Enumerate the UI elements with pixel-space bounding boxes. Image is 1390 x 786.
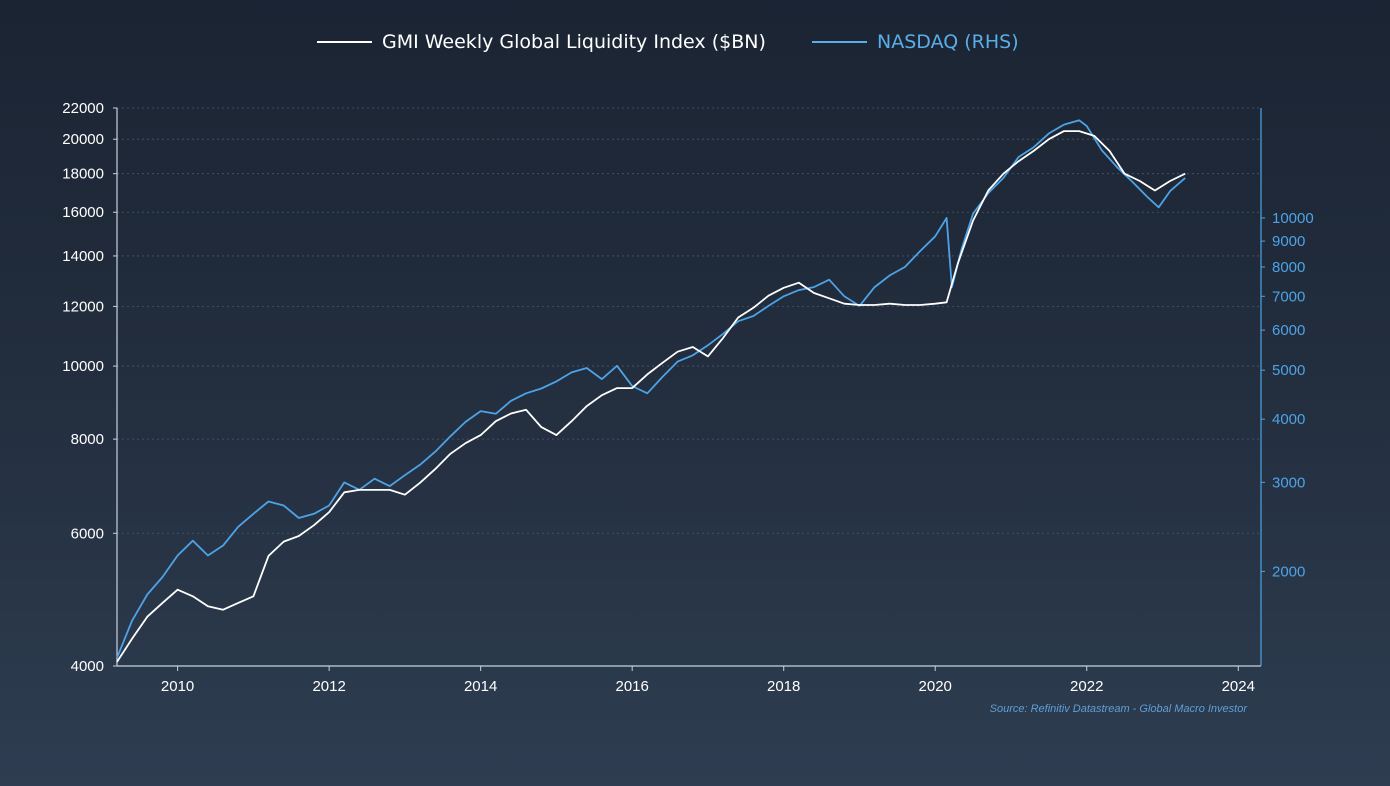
y-left-tick-label-16000: 16000 bbox=[62, 204, 104, 221]
y-right-tick-label-2000: 2000 bbox=[1272, 563, 1305, 580]
y-right-tick-label-5000: 5000 bbox=[1272, 362, 1305, 379]
legend-label-gmi: GMI Weekly Global Liquidity Index ($BN) bbox=[382, 31, 766, 53]
y-right-tick-label-7000: 7000 bbox=[1272, 288, 1305, 305]
x-tick-label-2016: 2016 bbox=[615, 678, 648, 695]
y-left-axis-ticks: 4000 6000 8000 10000 12000 14000 16000 18000 200… bbox=[62, 100, 117, 675]
legend: GMI Weekly Global Liquidity Index ($BN) … bbox=[317, 31, 1019, 53]
y-right-axis-ticks: 2000 3000 4000 5000 6000 7000 8000 9000 10000 bbox=[1261, 210, 1314, 580]
y-left-tick-label-10000: 10000 bbox=[62, 358, 104, 375]
y-right-tick-label-8000: 8000 bbox=[1272, 259, 1305, 276]
y-left-tick-label-22000: 22000 bbox=[62, 100, 104, 117]
y-right-tick-label-4000: 4000 bbox=[1272, 411, 1305, 428]
y-left-tick-label-20000: 20000 bbox=[62, 131, 104, 148]
y-left-tick-label-18000: 18000 bbox=[62, 166, 104, 183]
x-tick-label-2010: 2010 bbox=[161, 678, 194, 695]
x-tick-label-2018: 2018 bbox=[767, 678, 800, 695]
y-right-tick-label-3000: 3000 bbox=[1272, 474, 1305, 491]
x-tick-label-2024: 2024 bbox=[1222, 678, 1255, 695]
y-left-tick-label-12000: 12000 bbox=[62, 298, 104, 315]
y-left-tick-label-4000: 4000 bbox=[71, 658, 104, 675]
x-tick-label-2022: 2022 bbox=[1070, 678, 1103, 695]
y-right-tick-label-10000: 10000 bbox=[1272, 210, 1314, 227]
y-left-tick-label-8000: 8000 bbox=[71, 431, 104, 448]
source-note: Source: Refinitiv Datastream - Global Ma… bbox=[990, 703, 1249, 715]
legend-label-nasdaq: NASDAQ (RHS) bbox=[877, 31, 1019, 53]
x-tick-label-2020: 2020 bbox=[919, 678, 952, 695]
gridlines bbox=[117, 107, 1261, 534]
series-line-gmi-liquidity bbox=[116, 130, 1186, 663]
series-line-nasdaq bbox=[116, 119, 1186, 659]
y-left-tick-label-14000: 14000 bbox=[62, 248, 104, 265]
y-left-tick-label-6000: 6000 bbox=[71, 525, 104, 542]
x-tick-label-2012: 2012 bbox=[312, 678, 345, 695]
y-right-tick-label-9000: 9000 bbox=[1272, 233, 1305, 250]
axes bbox=[116, 108, 1262, 667]
x-axis-ticks: 2010 2012 2014 2016 2018 2020 2022 2024 bbox=[161, 666, 1255, 695]
series-lines bbox=[116, 119, 1186, 663]
x-tick-label-2014: 2014 bbox=[464, 678, 497, 695]
y-right-tick-label-6000: 6000 bbox=[1272, 322, 1305, 339]
